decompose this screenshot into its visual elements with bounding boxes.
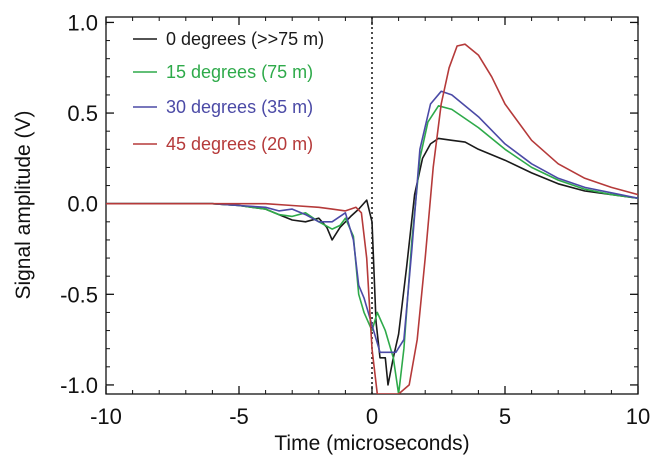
y-tick-label: 1.0 bbox=[67, 10, 98, 35]
y-axis-title: Signal amplitude (V) bbox=[12, 110, 35, 299]
legend-label-3: 45 degrees (20 m) bbox=[166, 134, 313, 154]
axis-ticks: -10 -5 0 5 10 1.0 0.5 0.0 -0.5 -1.0 bbox=[60, 10, 650, 429]
y-tick-label: -1.0 bbox=[60, 373, 98, 398]
series-layer bbox=[106, 43, 638, 394]
x-axis-title: Time (microseconds) bbox=[274, 432, 469, 455]
x-tick-label: -10 bbox=[90, 404, 122, 429]
series-line-2 bbox=[106, 90, 638, 354]
legend-label-1: 15 degrees (75 m) bbox=[166, 62, 313, 82]
legend-label-2: 30 degrees (35 m) bbox=[166, 97, 313, 117]
x-tick-label: -5 bbox=[229, 404, 249, 429]
y-tick-label: -0.5 bbox=[60, 282, 98, 307]
x-tick-label: 0 bbox=[366, 404, 378, 429]
x-tick-label: 10 bbox=[626, 404, 650, 429]
legend: 0 degrees (>>75 m) 15 degrees (75 m) 30 de… bbox=[133, 29, 324, 154]
series-line-3 bbox=[106, 43, 638, 394]
legend-label-0: 0 degrees (>>75 m) bbox=[166, 29, 324, 49]
y-tick-label: 0.0 bbox=[67, 192, 98, 217]
x-tick-label: 5 bbox=[499, 404, 511, 429]
y-tick-label: 0.5 bbox=[67, 101, 98, 126]
series-line-1 bbox=[106, 105, 638, 394]
